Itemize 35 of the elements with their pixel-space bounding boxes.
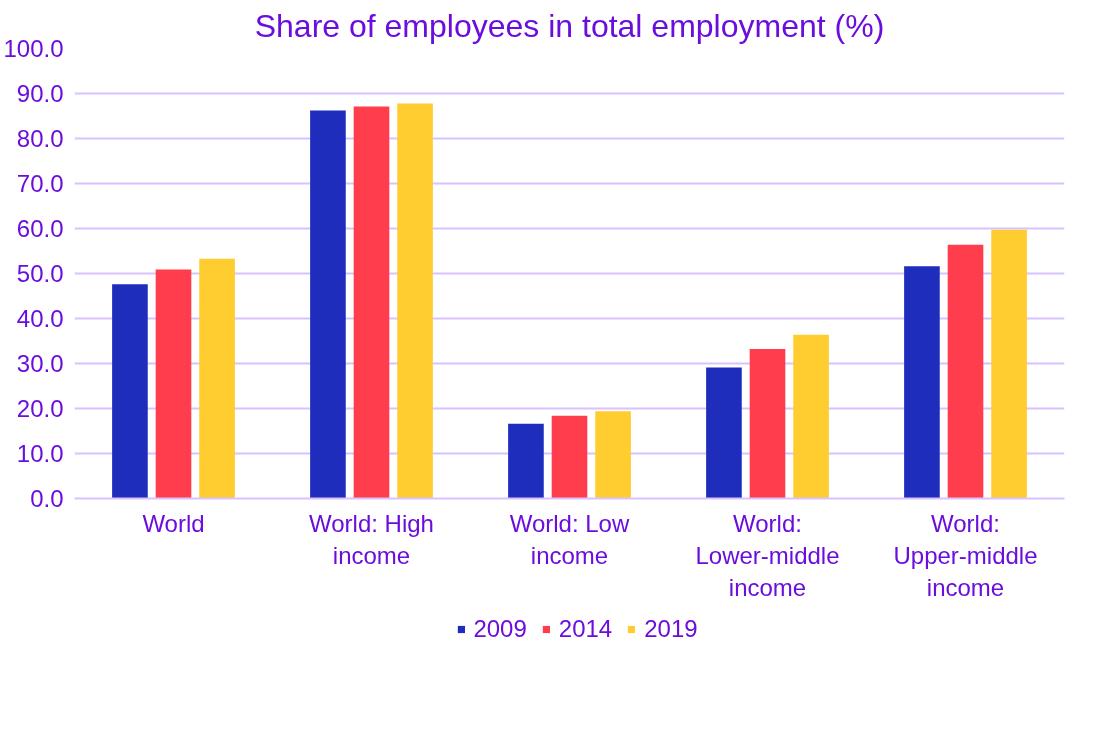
y-tick-label: 100.0 xyxy=(3,35,64,62)
bar xyxy=(112,284,148,499)
y-tick-label: 20.0 xyxy=(16,395,64,422)
y-tick-label: 50.0 xyxy=(16,260,64,287)
bar xyxy=(706,367,742,499)
x-tick-label: World: Low income xyxy=(509,509,630,569)
y-tick-label: 40.0 xyxy=(16,305,64,332)
bar xyxy=(310,110,346,499)
bar xyxy=(947,244,984,499)
bar xyxy=(991,229,1027,499)
bar xyxy=(749,349,786,499)
bar xyxy=(595,411,631,499)
x-tick-label: World: High income xyxy=(309,509,434,569)
bar xyxy=(397,103,433,499)
chart-title: Share of employees in total employment (%) xyxy=(254,7,885,44)
bar xyxy=(904,266,940,499)
bar xyxy=(199,258,235,499)
x-tick-label: World xyxy=(142,509,205,537)
y-tick-label: 30.0 xyxy=(16,350,64,377)
bar xyxy=(155,269,192,499)
legend-label: 2019 xyxy=(644,615,698,643)
y-tick-label: 70.0 xyxy=(16,170,64,197)
x-tick-label: World: Upper-middle income xyxy=(893,509,1038,602)
y-tick-label: 0.0 xyxy=(30,485,64,512)
y-tick-label: 90.0 xyxy=(16,80,64,107)
y-tick-label: 80.0 xyxy=(16,125,64,152)
y-tick-label: 10.0 xyxy=(16,440,64,467)
x-tick-label: World: Lower-middle income xyxy=(695,509,840,602)
y-tick-label: 60.0 xyxy=(16,215,64,242)
legend-label: 2014 xyxy=(558,615,613,643)
bar xyxy=(508,423,544,499)
bar xyxy=(551,415,588,499)
bar xyxy=(793,334,829,499)
bar xyxy=(353,106,390,499)
legend-label: 2009 xyxy=(473,615,527,643)
